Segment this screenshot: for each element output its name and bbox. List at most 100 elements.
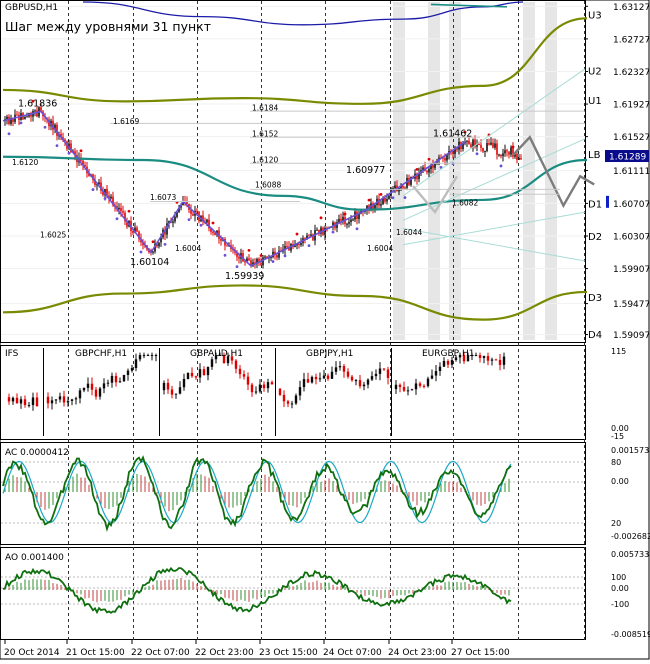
pairs-axis-label: -15	[611, 432, 624, 441]
candle-body	[236, 252, 238, 257]
pair-candle-body	[438, 366, 442, 372]
ac-axis-label: 0.00	[611, 477, 629, 486]
pair-candle-body	[138, 355, 142, 360]
price-axis-label: 1.61527	[613, 133, 650, 143]
fan-line	[402, 68, 586, 197]
candle-body	[26, 116, 28, 118]
price-annotation: 1.59939	[225, 271, 264, 282]
price-annotation: 1.60104	[130, 257, 169, 268]
pair-candle-body	[350, 376, 354, 381]
candle-body	[402, 186, 404, 188]
fractal-marker	[211, 221, 215, 225]
pair-candle-body	[106, 382, 110, 384]
fractal-marker	[199, 223, 203, 227]
oscillator-line	[2, 566, 512, 615]
time-axis-label: 21 Oct 15:00	[66, 648, 125, 658]
candle-body	[312, 234, 314, 241]
price-annotation: 1.6184	[252, 103, 278, 112]
price-axis-label: 1.61111	[613, 167, 650, 177]
candle-body	[374, 204, 376, 209]
symbol-label: GBPUSD,H1	[5, 3, 58, 13]
pair-candle-body	[7, 397, 11, 402]
candle-body	[484, 150, 486, 152]
pair-candle-body	[286, 401, 290, 404]
candle-body	[34, 110, 36, 112]
fan-line	[402, 138, 586, 221]
candle-body	[482, 147, 484, 152]
pair-candle-body	[15, 397, 19, 404]
pair-candle-body	[114, 375, 118, 383]
pair-candle-body	[118, 381, 122, 383]
pair-candle-body	[374, 373, 378, 377]
pair-candle-body	[342, 366, 346, 372]
candle-body	[56, 124, 58, 136]
fractal-marker	[139, 250, 143, 254]
signal-line	[2, 460, 512, 524]
pair-candle-body	[458, 355, 462, 358]
channel-line-d3	[2, 284, 588, 321]
pair-candle-body	[31, 397, 35, 406]
price-annotations: 1.61836 1.6169 1.6184 1.6152 1.61462 1.6120 1.…	[12, 98, 478, 282]
pair-candle-body	[394, 384, 398, 390]
pair-candle-body	[386, 369, 390, 378]
candle-body	[138, 231, 140, 239]
price-annotation: 1.60977	[346, 165, 385, 176]
candle-body	[246, 258, 248, 262]
candle-body	[416, 173, 418, 180]
ac-level-lines	[1, 461, 585, 524]
pair-candle-body	[346, 371, 350, 377]
candle-body	[472, 139, 474, 148]
price-annotation: 1.6088	[255, 181, 281, 190]
candle-body	[428, 169, 430, 173]
pair-candle-body	[134, 359, 138, 369]
candle-body	[442, 157, 444, 159]
pair-candle-body	[11, 397, 15, 402]
pair-symbol-label: GBPJPY,H1	[306, 349, 353, 359]
candle-body	[262, 257, 264, 266]
candle-body	[512, 147, 514, 157]
ao-axis-label: -0.008519	[611, 630, 650, 639]
candle-body	[118, 207, 120, 210]
candle-body	[502, 153, 504, 157]
scroll-marker[interactable]	[606, 195, 609, 208]
pair-candle-body	[266, 382, 270, 389]
fractal-marker	[79, 149, 83, 153]
candle-body	[266, 256, 268, 258]
candle-body	[242, 253, 244, 262]
candle-body	[206, 219, 208, 223]
pair-candle-body	[482, 356, 486, 358]
level-label: LB	[588, 150, 601, 161]
pair-candle-body	[110, 375, 114, 383]
candle-body	[336, 222, 338, 228]
candle-body	[210, 228, 212, 233]
pair-candle-body	[254, 391, 258, 393]
fan-line	[402, 227, 586, 262]
candle-body	[480, 144, 482, 148]
candle-body	[318, 229, 320, 234]
pair-candle-body	[366, 379, 370, 385]
pair-candle-body	[302, 379, 306, 388]
candle-body	[384, 197, 386, 202]
candle-body	[422, 167, 424, 171]
pair-candle-body	[270, 382, 274, 385]
pair-candle-body	[362, 384, 366, 387]
pair-candle-body	[238, 368, 242, 375]
pair-candle-body	[310, 376, 314, 383]
level-label: D2	[588, 232, 602, 243]
candle-body	[348, 221, 350, 224]
candle-body	[60, 133, 62, 138]
ac-pane-series	[2, 455, 512, 533]
candle-body	[196, 210, 198, 212]
time-axis: 20 Oct 2014 21 Oct 15:00 22 Oct 07:00 22 Oc…	[4, 640, 510, 658]
candle-body	[444, 158, 446, 161]
pair-candle-body	[146, 355, 150, 357]
fractal-marker	[343, 212, 347, 216]
candle-body	[166, 223, 168, 235]
pair-candle-body	[246, 376, 250, 385]
candle-body	[238, 256, 240, 259]
candle-body	[226, 245, 228, 247]
oscillator-line	[2, 455, 512, 533]
candle-body	[126, 221, 128, 227]
candle-body	[12, 117, 14, 122]
